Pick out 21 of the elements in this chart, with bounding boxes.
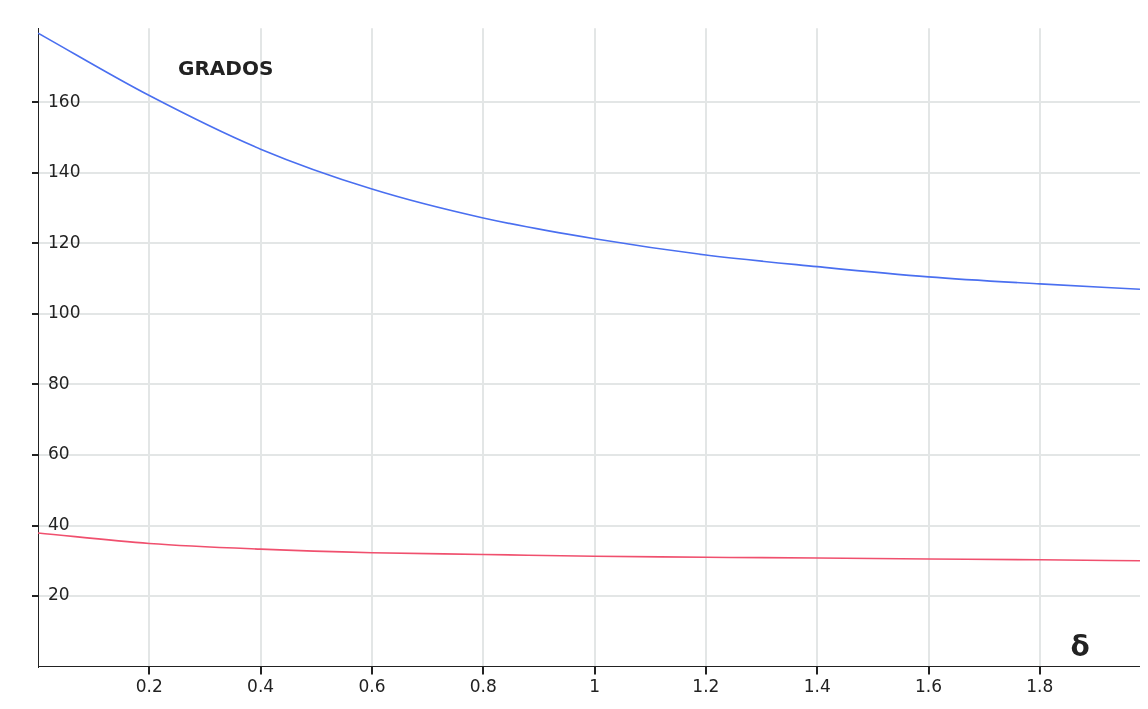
x-tick-label: 0.2	[135, 676, 163, 697]
y-tick-label: 160	[48, 90, 81, 111]
x-tick-label: 1.8	[1026, 676, 1054, 697]
x-tick-label: 0.4	[247, 676, 275, 697]
y-tick-label: 80	[48, 372, 70, 393]
x-tick-label: 1.2	[692, 676, 720, 697]
y-axis-title: GRADOS	[178, 56, 274, 81]
x-tick-label: 0.6	[358, 676, 386, 697]
y-tick-label: 140	[48, 161, 81, 182]
y-tick-label: 60	[48, 443, 70, 464]
line-series	[38, 532, 1140, 562]
y-tick-label: 120	[48, 231, 81, 252]
y-tick-label: 20	[48, 584, 70, 605]
x-tick-label: 1	[589, 676, 600, 697]
y-tick-label: 40	[48, 513, 70, 534]
x-axis-title: δ	[1070, 629, 1090, 663]
x-tick-label: 1.4	[803, 676, 831, 697]
y-tick-label: 100	[48, 302, 81, 323]
line-series	[38, 32, 1140, 290]
x-tick-label: 1.6	[914, 676, 943, 697]
x-tick-label: 0.8	[469, 676, 497, 697]
